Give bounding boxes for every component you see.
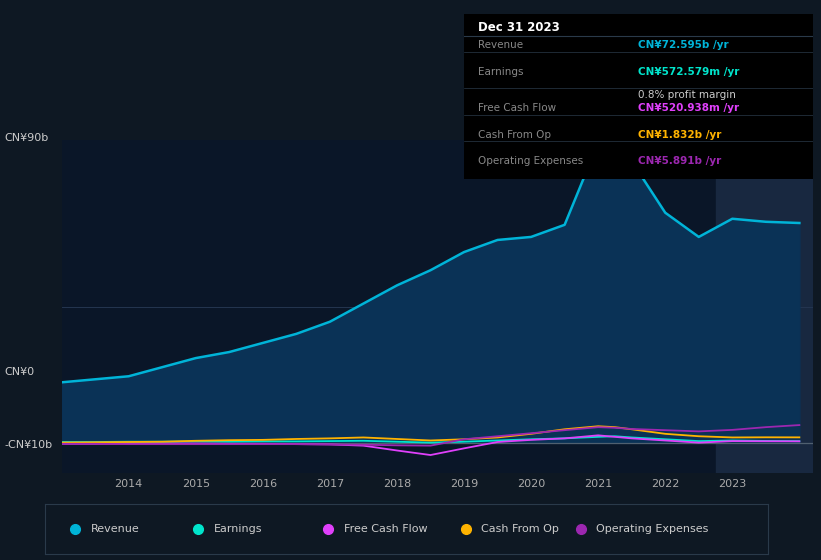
Text: CN¥90b: CN¥90b <box>4 133 48 143</box>
Text: Cash From Op: Cash From Op <box>478 130 551 139</box>
Bar <box>716 140 813 473</box>
Text: Earnings: Earnings <box>213 524 262 534</box>
Text: CN¥1.832b /yr: CN¥1.832b /yr <box>639 130 722 139</box>
Text: -CN¥10b: -CN¥10b <box>4 440 53 450</box>
Text: CN¥0: CN¥0 <box>4 367 34 377</box>
Text: Dec 31 2023: Dec 31 2023 <box>478 21 560 34</box>
Text: Free Cash Flow: Free Cash Flow <box>478 103 556 113</box>
Text: 0.8% profit margin: 0.8% profit margin <box>639 90 736 100</box>
Text: Operating Expenses: Operating Expenses <box>596 524 709 534</box>
Text: Earnings: Earnings <box>478 67 523 77</box>
Text: Revenue: Revenue <box>90 524 140 534</box>
Text: CN¥572.579m /yr: CN¥572.579m /yr <box>639 67 740 77</box>
Text: Revenue: Revenue <box>478 40 523 50</box>
Text: Cash From Op: Cash From Op <box>481 524 558 534</box>
Text: Operating Expenses: Operating Expenses <box>478 156 583 166</box>
Text: Free Cash Flow: Free Cash Flow <box>343 524 427 534</box>
Text: CN¥72.595b /yr: CN¥72.595b /yr <box>639 40 729 50</box>
Text: CN¥5.891b /yr: CN¥5.891b /yr <box>639 156 722 166</box>
Text: CN¥520.938m /yr: CN¥520.938m /yr <box>639 103 740 113</box>
